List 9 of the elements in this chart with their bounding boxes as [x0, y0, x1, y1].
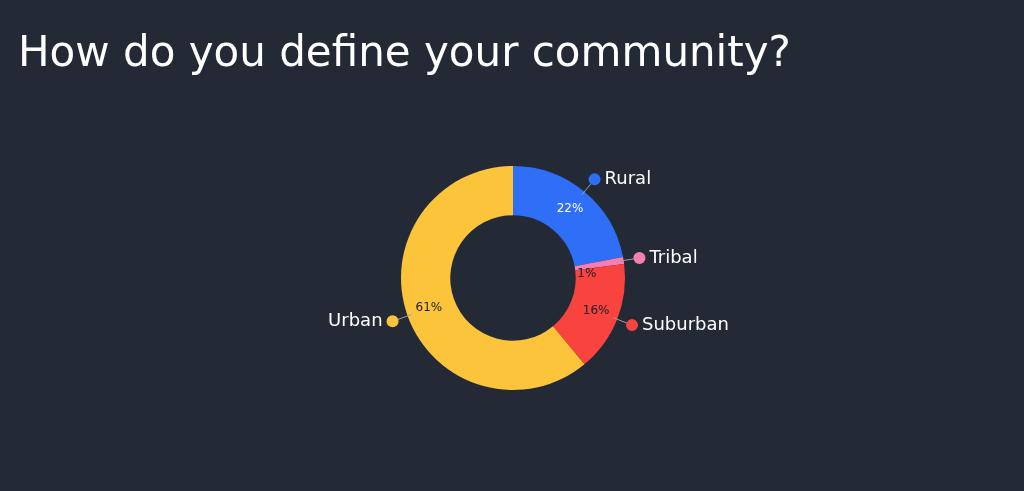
legend-label: Rural: [604, 167, 652, 189]
chart-title: How do you define your community?: [18, 27, 791, 76]
legend-label: Suburban: [642, 312, 729, 334]
data-label: 22%: [556, 201, 584, 216]
data-label: 16%: [582, 303, 610, 318]
slice-label: Urban: [328, 309, 383, 331]
data-label: 1%: [577, 266, 597, 281]
data-label: 61%: [415, 300, 443, 315]
legend-label: Tribal: [648, 245, 698, 267]
